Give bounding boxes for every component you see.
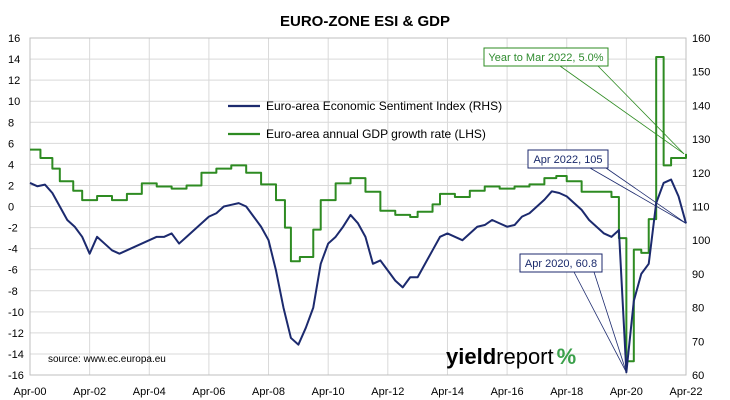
x-tick-label: Apr-04 [133, 386, 166, 398]
x-tick-label: Apr-08 [252, 386, 285, 398]
legend-item-esi: Euro-area Economic Sentiment Index (RHS) [266, 99, 502, 113]
left-tick-label: -4 [8, 244, 18, 256]
x-tick-label: Apr-06 [192, 386, 225, 398]
right-tick-label: 120 [692, 168, 710, 180]
annotation-esi-apr20-box [519, 253, 603, 273]
right-tick-label: 110 [692, 202, 710, 214]
left-tick-label: -14 [8, 349, 24, 361]
series-gdp-line [30, 55, 687, 363]
left-tick-label: 14 [8, 54, 20, 66]
annotations: Year to Mar 2022, 5.0% Apr 2022, 105 Apr… [483, 47, 687, 373]
x-tick-label: Apr-22 [669, 386, 702, 398]
x-tick-label: Apr-00 [13, 386, 46, 398]
legend-item-gdp: Euro-area annual GDP growth rate (LHS) [266, 127, 486, 141]
series-lines [29, 55, 687, 374]
x-tick-label: Apr-14 [431, 386, 464, 398]
annotation-gdp-leader [559, 65, 685, 155]
left-tick-label: 2 [8, 180, 14, 192]
annotation-esi-apr22-label: Apr 2022, 105 [533, 154, 602, 166]
logo-percent-icon: % [557, 344, 577, 369]
left-tick-label: 12 [8, 75, 20, 87]
grid [29, 37, 687, 376]
series-esi-line [29, 178, 687, 374]
right-tick-label: 90 [692, 269, 704, 281]
left-tick-label: 8 [8, 117, 14, 129]
x-tick-label: Apr-18 [550, 386, 583, 398]
x-tick-label: Apr-12 [371, 386, 404, 398]
right-tick-label: 80 [692, 303, 704, 315]
right-tick-label: 130 [692, 134, 710, 146]
x-tick-label: Apr-02 [73, 386, 106, 398]
annotation-gdp-box [483, 47, 609, 67]
x-axis-ticks: Apr-00 Apr-02 Apr-04 Apr-06 Apr-08 Apr-10 Apr-… [13, 386, 702, 398]
left-axis-ticks: -16 -14 -12 -10 -8 -6 -4 -2 0 2 4 6 8 10 12 14 16 [8, 33, 24, 382]
x-tick-label: Apr-20 [610, 386, 643, 398]
x-tick-label: Apr-16 [491, 386, 524, 398]
annotation-esi-apr22-box [527, 149, 609, 169]
plot-border [29, 37, 687, 376]
left-tick-label: 4 [8, 159, 14, 171]
right-tick-label: 160 [692, 33, 710, 45]
left-tick-label: -16 [8, 370, 24, 382]
annotation-esi-apr20-leader [573, 271, 627, 373]
left-tick-label: 10 [8, 96, 20, 108]
annotation-esi-apr22-leader [589, 167, 687, 224]
yieldreport-logo: yieldreport% [446, 344, 576, 369]
left-tick-label: 6 [8, 138, 14, 150]
left-tick-label: -8 [8, 286, 18, 298]
right-tick-label: 150 [692, 67, 710, 79]
logo-word-yield: yield [446, 344, 496, 369]
annotation-esi-apr20-label: Apr 2020, 60.8 [525, 258, 597, 270]
left-tick-label: 0 [8, 202, 14, 214]
annotation-gdp-leader [597, 65, 685, 155]
right-tick-label: 60 [692, 370, 704, 382]
legend: Euro-area Economic Sentiment Index (RHS)… [228, 99, 502, 141]
source-note: source: www.ec.europa.eu [48, 354, 166, 365]
chart-title: EURO-ZONE ESI & GDP [280, 13, 450, 30]
x-tick-label: Apr-10 [312, 386, 345, 398]
right-tick-label: 70 [692, 336, 704, 348]
right-tick-label: 100 [692, 235, 710, 247]
left-tick-label: -10 [8, 307, 24, 319]
annotation-gdp-label: Year to Mar 2022, 5.0% [488, 52, 603, 64]
svg-text:yieldreport%: yieldreport% [446, 344, 576, 369]
right-tick-label: 140 [692, 100, 710, 112]
left-tick-label: 16 [8, 33, 20, 45]
logo-word-report: report [496, 344, 553, 369]
left-tick-label: -6 [8, 265, 18, 277]
annotation-esi-apr22-leader [605, 167, 687, 224]
left-tick-label: -2 [8, 223, 18, 235]
left-tick-label: -12 [8, 328, 24, 340]
annotation-esi-apr20-leader [593, 271, 627, 373]
right-axis-ticks: 60 70 80 90 100 110 120 130 140 150 160 [692, 33, 710, 382]
